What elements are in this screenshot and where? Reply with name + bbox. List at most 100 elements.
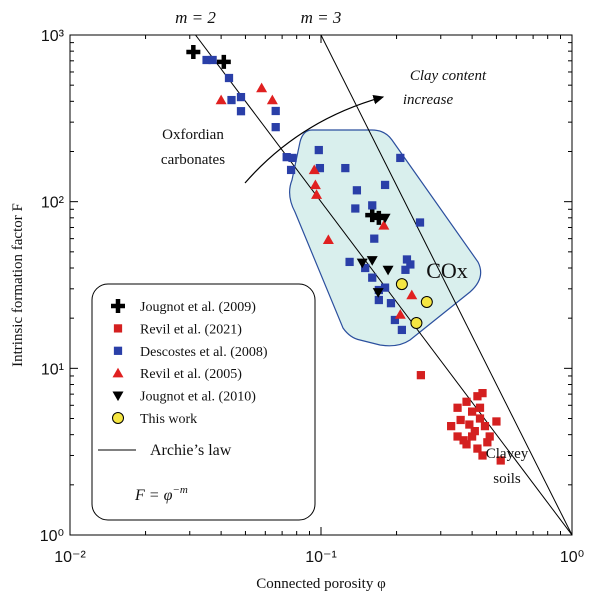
circle-marker — [112, 412, 124, 424]
annotation: Clay content — [410, 68, 487, 84]
square-marker — [396, 153, 405, 163]
triangle-marker — [394, 309, 406, 319]
square-marker — [315, 163, 325, 173]
square-marker — [288, 153, 297, 163]
annotation: Oxfordian — [162, 127, 224, 143]
triangle-marker — [322, 234, 334, 244]
square-marker — [492, 417, 501, 426]
square-marker — [480, 422, 490, 431]
square-marker — [113, 324, 123, 333]
square-marker — [236, 92, 246, 102]
square-marker — [456, 415, 465, 425]
formula: F = φ−m — [134, 484, 188, 504]
triangle-marker — [379, 213, 391, 224]
y-tick-label: 10⁰ — [40, 528, 64, 545]
square-marker — [473, 392, 482, 401]
triangle-marker — [406, 289, 418, 300]
x-tick-label: 10⁰ — [560, 549, 584, 566]
square-marker — [345, 257, 354, 267]
square-marker — [462, 440, 471, 449]
x-tick-label: 10⁻² — [54, 549, 86, 566]
triangle-marker — [256, 82, 268, 93]
square-marker — [462, 397, 471, 406]
square-marker — [470, 427, 479, 436]
square-marker — [224, 73, 234, 83]
square-marker — [453, 432, 462, 441]
y-tick-label: 10³ — [41, 28, 65, 45]
annotation: COx — [426, 258, 468, 283]
annotation: increase — [403, 92, 454, 108]
cox-region — [289, 129, 482, 347]
square-marker — [475, 403, 485, 412]
legend-label: Jougnot et al. (2010) — [140, 390, 256, 405]
triangle-marker — [112, 367, 124, 378]
square-marker — [236, 107, 246, 116]
square-marker — [447, 422, 456, 431]
triangle-marker — [382, 265, 394, 276]
legend-label: This work — [140, 412, 197, 427]
legend-label: Descostes et al. (2008) — [140, 345, 268, 360]
y-tick-label: 10¹ — [41, 361, 64, 378]
y-axis-label: Intrinsic formation factor F — [10, 203, 26, 367]
triangle-marker — [215, 94, 227, 105]
triangle-marker — [378, 219, 390, 230]
x-axis-label: Connected porosity φ — [256, 576, 386, 592]
archie-label: m = 2 — [175, 8, 216, 27]
square-marker — [401, 265, 410, 274]
square-marker — [406, 260, 415, 269]
square-marker — [271, 106, 280, 116]
square-marker — [370, 234, 379, 243]
square-marker — [453, 403, 462, 412]
circle-marker — [395, 278, 408, 291]
triangle-marker — [308, 164, 320, 175]
annotation: Clayey — [486, 446, 529, 462]
triangle-marker — [311, 189, 323, 199]
square-marker — [485, 432, 494, 441]
circle-marker — [420, 296, 433, 309]
square-marker — [368, 273, 377, 282]
legend-label: Archie’s law — [150, 442, 232, 459]
square-marker — [380, 180, 390, 190]
clay-arrow — [244, 94, 385, 184]
square-marker — [286, 165, 296, 175]
triangle-marker — [309, 179, 321, 190]
square-marker — [390, 315, 400, 325]
square-marker — [473, 444, 482, 453]
square-marker — [415, 218, 425, 227]
triangle-marker — [112, 391, 124, 402]
square-marker — [475, 414, 485, 423]
legend-label: Jougnot et al. (2009) — [140, 300, 256, 315]
square-marker — [478, 451, 487, 460]
triangle-marker — [266, 94, 278, 105]
square-marker — [368, 201, 377, 210]
square-marker — [113, 346, 123, 355]
annotation: carbonates — [161, 152, 225, 168]
legend-label: Revil et al. (2005) — [140, 367, 242, 382]
x-tick-label: 10⁻¹ — [305, 549, 337, 566]
square-marker — [496, 456, 505, 465]
legend-box — [91, 283, 316, 521]
square-marker — [467, 407, 477, 416]
square-marker — [352, 186, 362, 195]
legend-label: Revil et al. (2021) — [140, 322, 242, 337]
plus-marker — [111, 299, 125, 313]
square-marker — [380, 283, 390, 292]
square-marker — [467, 432, 477, 441]
square-marker — [386, 299, 396, 308]
square-marker — [361, 263, 370, 273]
square-marker — [282, 153, 291, 162]
square-marker — [478, 388, 487, 398]
square-marker — [397, 325, 407, 335]
formula-sup: −m — [172, 484, 187, 496]
square-marker — [314, 145, 323, 155]
square-marker — [271, 123, 280, 132]
square-marker — [341, 163, 350, 173]
square-marker — [483, 438, 492, 447]
square-marker — [374, 295, 383, 305]
y-tick-label: 10² — [41, 195, 65, 212]
square-marker — [465, 420, 474, 429]
square-marker — [351, 204, 360, 213]
formula-base: F = φ — [134, 487, 173, 504]
annotation: soils — [493, 471, 521, 487]
